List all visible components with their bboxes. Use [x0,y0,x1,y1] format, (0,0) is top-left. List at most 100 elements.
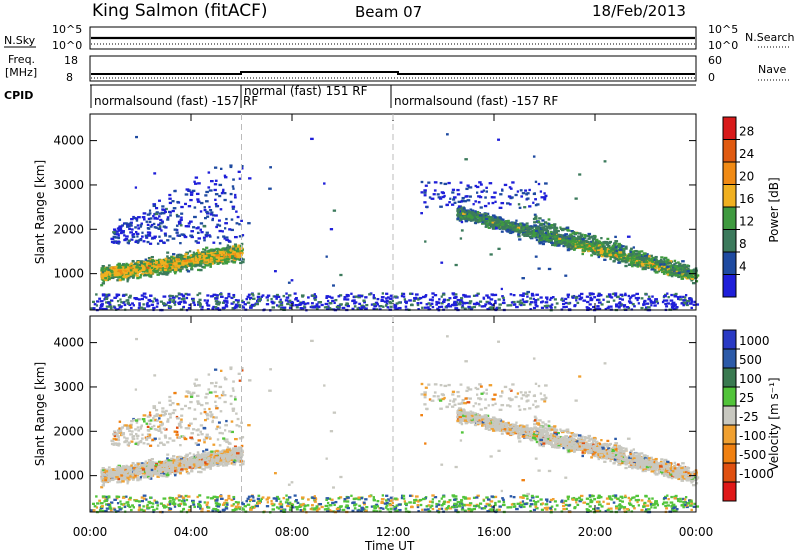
power-cell [420,180,424,184]
power-cell [602,247,606,251]
power-cell [618,258,621,261]
power-cell [618,297,622,300]
power-cell [194,264,198,267]
power-cell [135,232,140,236]
power-cell [673,259,677,263]
power-cell [104,297,109,300]
power-cell [616,244,620,248]
power-cell [166,266,169,269]
power-cell [226,301,229,304]
power-cell [225,217,228,221]
power-cell [168,197,172,200]
power-cell [541,300,545,303]
power-cell [550,226,554,229]
power-cell [508,228,512,231]
freq-unit: [MHz] [5,66,37,79]
power-cell [632,294,636,297]
power-cell [395,302,399,305]
power-cell [184,253,188,256]
power-cell [230,260,234,263]
power-cell [163,268,168,272]
power-cell [629,296,633,299]
power-cell [175,264,179,267]
power-cell [115,274,119,277]
power-cell [389,305,394,308]
power-cell [550,303,554,306]
power-cell [554,306,557,309]
power-cell [607,305,610,308]
power-cell [160,264,165,268]
power-cell [592,244,596,248]
power-cell [175,231,179,234]
power-cell [671,268,675,271]
power-cell [148,242,153,245]
power-cell [507,221,512,225]
power-cell [464,307,467,310]
power-cell [138,276,142,279]
power-cell [507,219,510,223]
power-cell [198,301,202,305]
power-cell [148,299,153,303]
power-cell [549,305,552,308]
power-cell [472,302,476,306]
power-cell [179,218,183,222]
power-cell [128,222,132,225]
power-cell [168,305,173,308]
power-cell [123,234,126,237]
power-cell [205,257,209,260]
power-cell [295,297,298,300]
power-cell [213,183,218,186]
power-cell [170,266,174,270]
power-cell [610,254,614,257]
power-cell [525,224,529,228]
power-cell [446,298,450,302]
power-cell [456,214,460,217]
power-cell [188,250,192,253]
power-cell [498,206,503,209]
power-cell [635,252,639,256]
power-cell [491,221,495,224]
power-cell [190,266,193,269]
power-cell [510,301,514,304]
power-cell [237,170,241,173]
power-cell [580,234,584,238]
power-cell [679,268,683,271]
power-cell [149,294,152,297]
power-cell [198,260,202,264]
power-cell [187,255,191,259]
power-cell [228,255,231,258]
power-cell [647,266,650,270]
power-cell [372,303,377,306]
power-cell [129,275,133,278]
power-cell [218,250,222,253]
power-cell [225,236,229,239]
power-cell [663,256,668,260]
power-cell [201,305,204,309]
power-cell [279,307,283,311]
power-cell [600,294,603,297]
power-cell [529,308,532,311]
power-cell [373,304,378,308]
power-cell [237,248,241,251]
power-cell [507,195,512,198]
power-cell [483,214,487,218]
power-cell [467,295,471,298]
power-cell [178,259,181,263]
power-cell [460,210,465,214]
power-cell [164,272,167,275]
power-cell [140,294,144,297]
power-cell [677,261,680,264]
power-cell [245,297,249,301]
power-cell [476,216,481,219]
power-cell [537,240,541,243]
power-cell [216,307,220,310]
power-cell [192,261,196,264]
power-cell [472,294,476,297]
power-cell [470,211,474,214]
power-cell [175,260,179,263]
power-cell [552,232,556,235]
power-cell [560,242,564,245]
power-cell [234,304,239,308]
power-cell [481,219,485,222]
power-cell [680,302,684,305]
